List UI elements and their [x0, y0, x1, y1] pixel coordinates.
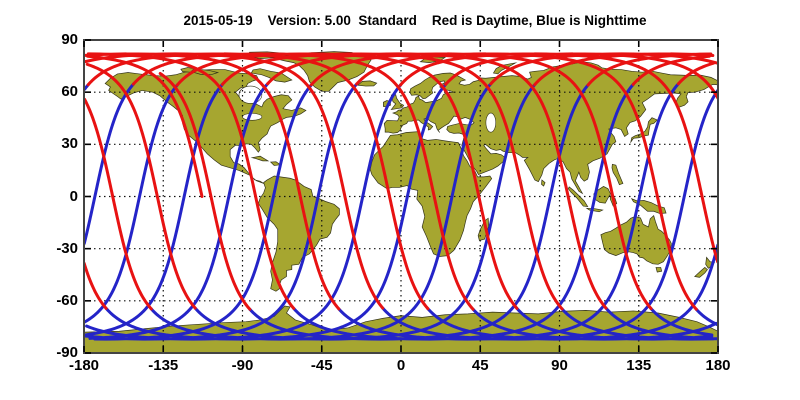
- x-tick-label--45: -45: [310, 357, 333, 374]
- x-tick-label-135: 135: [626, 357, 652, 374]
- y-tick-label--90: -90: [56, 344, 78, 361]
- x-tick-label--180: -180: [68, 357, 100, 374]
- y-tick-label-60: 60: [61, 83, 78, 101]
- plot-title: 2015-05-19 Version: 5.00 Standard Red is…: [183, 13, 647, 28]
- x-tick-label--90: -90: [231, 357, 254, 374]
- y-tick-label-30: 30: [61, 135, 78, 153]
- y-tick-label--60: -60: [56, 291, 78, 309]
- x-tick-label-45: 45: [471, 357, 489, 374]
- y-tick-label--30: -30: [56, 239, 78, 257]
- x-tick-label-0: 0: [396, 357, 406, 374]
- y-tick-label-90: 90: [61, 31, 78, 48]
- y-tick-label-0: 0: [69, 187, 78, 205]
- x-tick-label-180: 180: [705, 357, 731, 374]
- x-tick-label--135: -135: [148, 357, 179, 374]
- x-tick-label-90: 90: [551, 357, 568, 374]
